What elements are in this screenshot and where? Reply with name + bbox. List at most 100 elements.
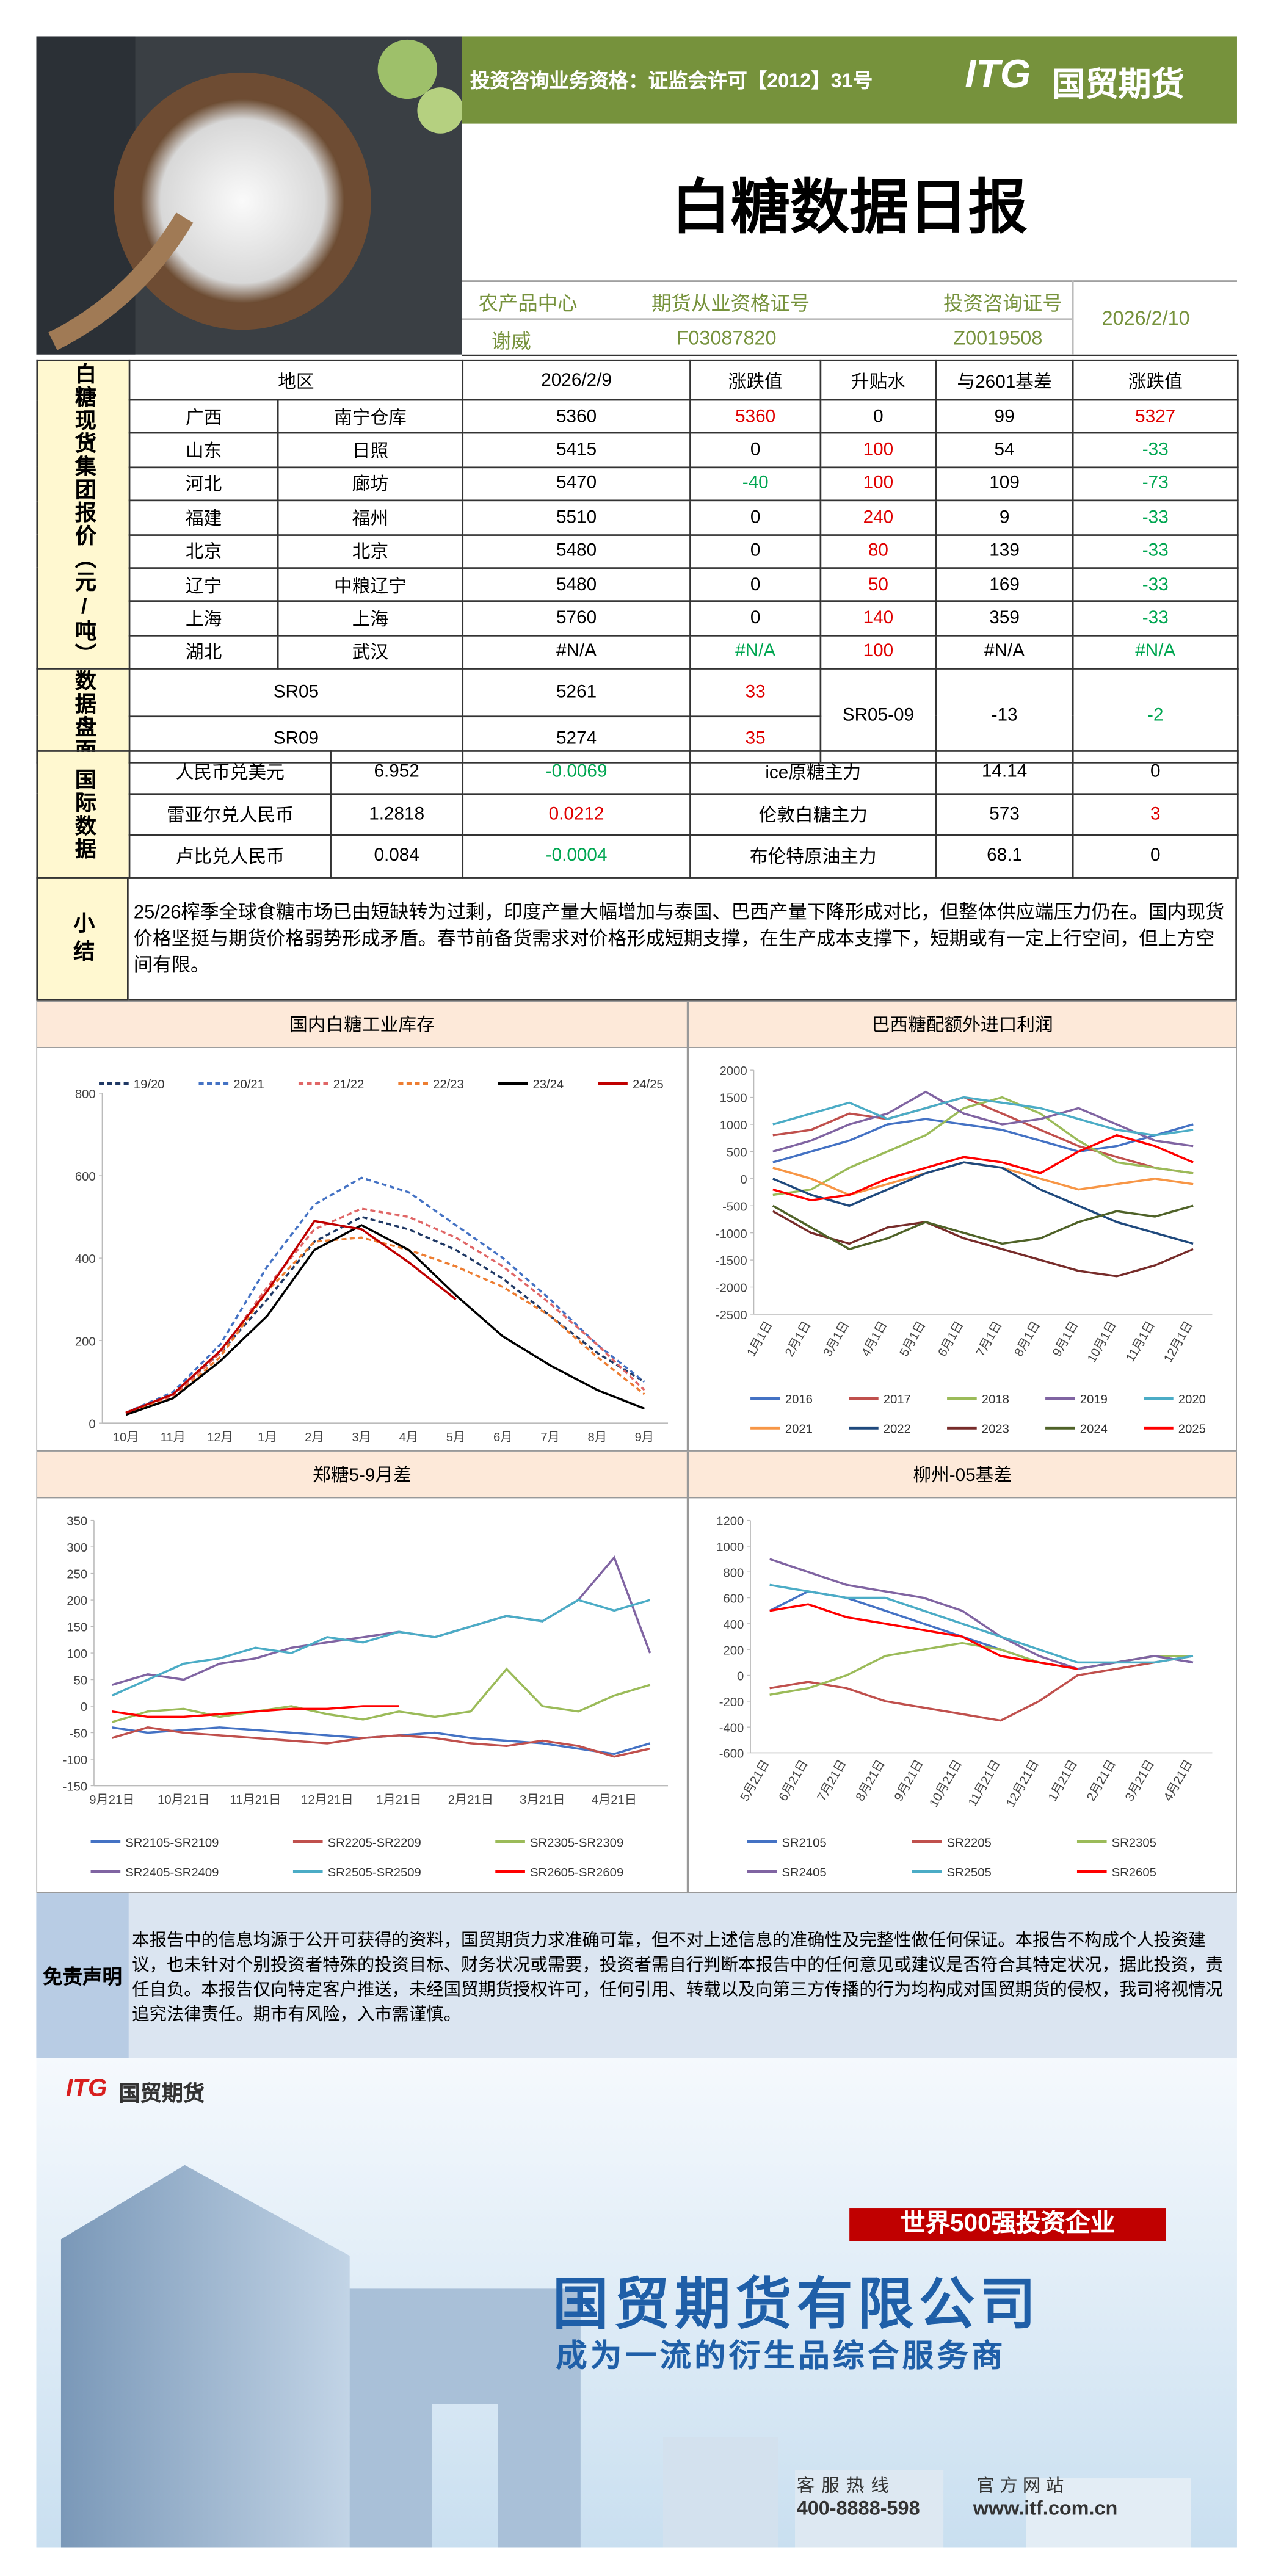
disclaimer-box [36, 1893, 1237, 2058]
legend-label: 2017 [884, 1393, 911, 1406]
legend-label: 2022 [884, 1422, 911, 1436]
info-box [462, 280, 1237, 356]
series-line [111, 1599, 651, 1697]
header-cell: 与2601基差 [935, 359, 1074, 401]
side-label: 国际数据 [36, 750, 131, 879]
series-line [769, 1558, 1194, 1670]
y-tick-label: 800 [723, 1566, 744, 1580]
legend-label: SR2305 [1112, 1836, 1156, 1850]
cell: -0.0004 [462, 834, 691, 879]
row: 上海 上海 5760 0 140 359 -33 [37, 601, 1239, 637]
series-line [772, 1096, 1194, 1174]
series-line [772, 1090, 1194, 1153]
cell: 5261 [462, 668, 691, 717]
summary-label: 小结 [36, 877, 129, 1001]
y-tick-label: 100 [67, 1648, 87, 1661]
slogan: 成为一流的衍生品综合服务商 [556, 2340, 1006, 2375]
cell: 5480 [462, 567, 691, 602]
y-tick-label: -500 [722, 1200, 747, 1214]
row: 北京 北京 5480 0 80 139 -33 [37, 534, 1239, 569]
banner-logo-mark: ITG [66, 2074, 107, 2103]
cell: 辽宁 [128, 567, 279, 602]
cell: 5480 [462, 534, 691, 569]
y-tick-label: 400 [75, 1253, 96, 1266]
cell: 廊坊 [277, 466, 464, 502]
cell: #N/A [462, 634, 691, 670]
legend-label: 2023 [982, 1422, 1009, 1436]
cell: 573 [935, 792, 1074, 837]
cell: 0 [689, 432, 822, 468]
cell: 80 [819, 534, 937, 569]
legend-label: 2025 [1178, 1422, 1206, 1436]
y-tick-label: -1000 [716, 1228, 747, 1241]
series-line [772, 1096, 1194, 1137]
cell: 5360 [462, 399, 691, 435]
cell: 99 [935, 399, 1074, 435]
x-tick-label: 3月 [352, 1431, 371, 1444]
series-line [772, 1134, 1194, 1202]
cell: 0 [1072, 834, 1239, 879]
cell: 0.084 [330, 834, 464, 879]
cell: #N/A [935, 634, 1074, 670]
cell: 5510 [462, 499, 691, 535]
cell: 南宁仓库 [277, 399, 464, 435]
legend-label: SR2505-SR2509 [328, 1866, 421, 1880]
x-tick-label: 11月 [161, 1431, 186, 1444]
series-line [772, 1204, 1194, 1251]
legend-label: SR2205 [947, 1836, 992, 1850]
row: 福建 福州 5510 0 240 9 -33 [37, 499, 1239, 535]
y-tick-label: 200 [723, 1644, 744, 1657]
cell: SR05 [128, 668, 464, 717]
series-line [769, 1603, 1078, 1670]
cell: 359 [935, 601, 1074, 637]
chart-frame [36, 1451, 688, 1894]
y-tick-label: 800 [75, 1088, 96, 1101]
cell: 0 [689, 534, 822, 569]
y-tick-label: 300 [67, 1541, 87, 1555]
cell: -33 [1072, 499, 1239, 535]
header-cell: 2026/2/9 [462, 359, 691, 401]
legend-label: 2024 [1080, 1422, 1108, 1436]
cell: 139 [935, 534, 1074, 569]
legend-label: 23/24 [533, 1078, 564, 1091]
chart: 巴西糖配额外进口利润 -2500 -2000 -1500 -1000 -500 0 500 10… [688, 1000, 1237, 1452]
cell: -33 [1072, 567, 1239, 602]
label: 投资咨询证号 [943, 292, 1062, 315]
y-tick-label: 0 [81, 1701, 87, 1714]
report-title: 白糖数据日报 [462, 124, 1237, 282]
series-line [772, 1118, 1194, 1163]
cell: 福州 [277, 499, 464, 535]
y-tick-label: 150 [67, 1621, 87, 1635]
side-label: 白糖现货集团报价（元/吨） [36, 359, 131, 670]
cell: -33 [1072, 432, 1239, 468]
company: 国贸期货有限公司 [552, 2274, 1041, 2337]
cell: 布伦特原油主力 [689, 834, 937, 879]
y-tick-label: 2000 [720, 1065, 747, 1078]
x-tick-label: 11月21日 [230, 1793, 281, 1807]
cell: 上海 [277, 601, 464, 637]
y-tick-label: 400 [723, 1618, 744, 1632]
legend-label: 24/25 [633, 1078, 664, 1091]
cell: 广西 [128, 399, 279, 435]
y-tick-label: 1500 [720, 1092, 747, 1105]
y-tick-label: -2500 [716, 1309, 747, 1322]
y-tick-label: -100 [63, 1754, 88, 1767]
cell: #N/A [689, 634, 822, 670]
license: 投资咨询业务资格：证监会许可【2012】31号 [470, 69, 873, 93]
y-tick-label: 250 [67, 1568, 87, 1582]
dept: 农产品中心 [478, 292, 578, 315]
cell: 武汉 [277, 634, 464, 670]
row: 国际数据 人民币兑美元 6.952 -0.0069 ice原糖主力 14.14 0 [36, 750, 1239, 879]
cell: #N/A [1072, 634, 1239, 670]
y-tick-label: -50 [70, 1728, 87, 1741]
chart-title: 国内白糖工业库存 [289, 1015, 435, 1035]
y-tick-label: 350 [67, 1515, 87, 1529]
legend-label: SR2405-SR2409 [125, 1866, 219, 1880]
cell: -13 [935, 668, 1074, 764]
cell: 100 [819, 466, 937, 502]
cell: 3 [1072, 792, 1239, 837]
cell: 雷亚尔兑人民币 [128, 792, 332, 837]
label: 期货从业资格证号 [651, 292, 810, 315]
x-tick-label: 9月 [635, 1431, 655, 1444]
row: 数据盘面 SR05 5261 33 SR05-09 -13 -2 [36, 668, 1239, 764]
